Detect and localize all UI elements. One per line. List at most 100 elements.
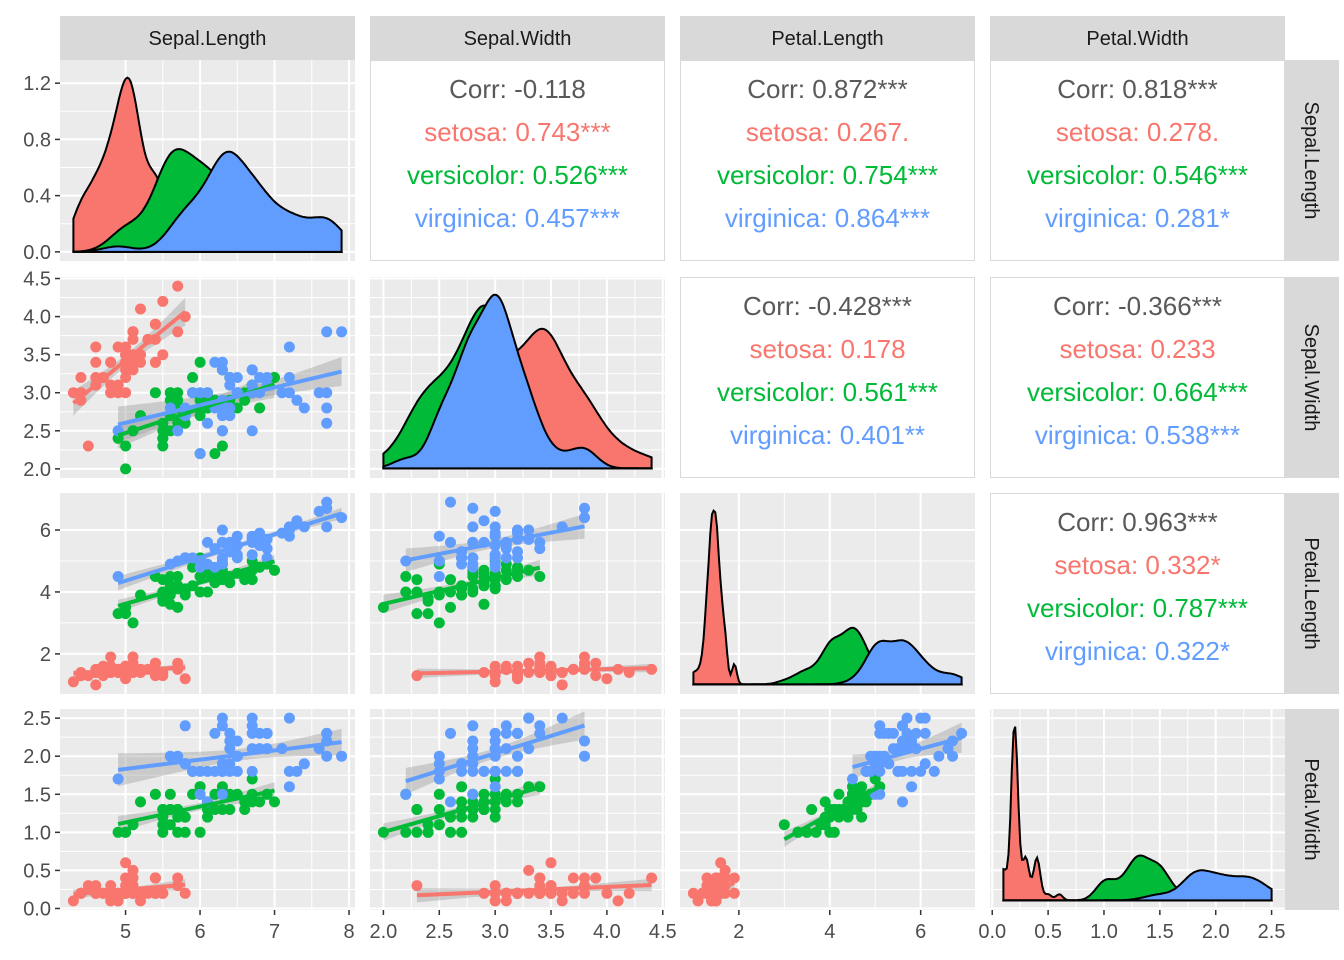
- point-virginica: [489, 521, 501, 533]
- point-virginica: [283, 781, 295, 793]
- panel-3-2: [680, 709, 975, 910]
- point-virginica: [874, 765, 886, 777]
- x-tick-label: 4.0: [593, 921, 621, 943]
- point-virginica: [887, 727, 899, 739]
- density-area-virginica: [72, 150, 343, 253]
- y-tick-label: 1.0: [23, 822, 51, 844]
- point-setosa: [579, 887, 590, 899]
- point-versicolor: [456, 826, 468, 838]
- point-versicolor: [489, 773, 501, 785]
- point-versicolor: [433, 617, 445, 629]
- point-virginica: [489, 561, 501, 573]
- point-versicolor: [411, 804, 423, 815]
- point-versicolor: [856, 781, 868, 793]
- point-setosa: [179, 887, 191, 899]
- point-setosa: [105, 387, 117, 399]
- point-setosa: [579, 651, 590, 663]
- point-versicolor: [239, 574, 251, 586]
- point-virginica: [433, 773, 445, 785]
- point-setosa: [82, 880, 94, 892]
- point-virginica: [456, 552, 468, 564]
- point-setosa: [590, 657, 602, 669]
- x-tick-label: 2.5: [425, 921, 453, 943]
- point-virginica: [216, 720, 228, 732]
- point-virginica: [291, 394, 303, 406]
- corr-virginica: virginica: 0.281*: [1045, 203, 1230, 233]
- corr-versicolor: versicolor: 0.526***: [407, 160, 628, 190]
- point-versicolor: [172, 826, 184, 838]
- regression-line-virginica: [117, 369, 343, 427]
- point-virginica: [445, 536, 456, 548]
- point-setosa: [715, 857, 727, 869]
- regression-line-setosa: [416, 882, 652, 898]
- point-versicolor: [833, 788, 845, 800]
- row-strip: [1285, 60, 1339, 261]
- point-setosa: [135, 303, 146, 315]
- point-versicolor: [157, 819, 169, 831]
- y-tick-label: 2.0: [23, 459, 51, 481]
- point-virginica: [164, 750, 176, 762]
- point-versicolor: [202, 567, 213, 579]
- point-versicolor: [445, 601, 456, 613]
- point-virginica: [919, 712, 931, 724]
- point-setosa: [556, 895, 568, 907]
- column-strip-label: Sepal.Width: [464, 28, 572, 50]
- point-virginica: [534, 727, 546, 739]
- point-virginica: [202, 536, 213, 548]
- row-strip-label: Petal.Width: [1300, 758, 1322, 860]
- point-virginica: [246, 720, 258, 732]
- point-setosa: [120, 364, 132, 376]
- point-setosa: [179, 673, 191, 685]
- point-virginica: [906, 765, 918, 777]
- x-tick-label: 3.5: [537, 921, 565, 943]
- point-virginica: [456, 765, 468, 777]
- corr-versicolor: versicolor: 0.546***: [1027, 160, 1248, 190]
- corr-virginica: virginica: 0.864***: [725, 203, 930, 233]
- point-setosa: [157, 349, 169, 361]
- point-versicolor: [489, 580, 501, 592]
- y-tick-label: 4: [40, 582, 51, 604]
- corr-overall: Corr: 0.818***: [1057, 74, 1217, 104]
- point-virginica: [467, 561, 479, 573]
- point-versicolor: [254, 796, 266, 808]
- corr-versicolor: versicolor: 0.664***: [1027, 377, 1248, 407]
- point-virginica: [209, 356, 221, 368]
- corr-virginica: virginica: 0.401**: [730, 420, 925, 450]
- point-versicolor: [810, 826, 822, 838]
- point-versicolor: [534, 571, 546, 582]
- point-virginica: [246, 727, 258, 739]
- point-virginica: [216, 410, 228, 422]
- point-virginica: [878, 727, 890, 739]
- point-versicolor: [489, 811, 501, 823]
- y-tick-label: 0.4: [23, 186, 51, 208]
- point-versicolor: [456, 589, 468, 601]
- y-tick-label: 2.0: [23, 746, 51, 768]
- point-setosa: [127, 326, 139, 338]
- point-setosa: [120, 387, 132, 399]
- corr-overall: Corr: 0.872***: [747, 74, 907, 104]
- point-setosa: [120, 372, 132, 383]
- point-setosa: [545, 670, 557, 682]
- point-virginica: [246, 379, 258, 391]
- point-virginica: [224, 735, 236, 747]
- point-virginica: [179, 720, 191, 732]
- corr-panel-border: [680, 60, 975, 261]
- point-versicolor: [239, 804, 251, 815]
- column-strip: [990, 16, 1285, 60]
- point-virginica: [246, 425, 258, 437]
- point-setosa: [75, 372, 87, 383]
- point-virginica: [500, 552, 512, 564]
- y-tick-label: 3.5: [23, 345, 51, 367]
- x-tick-label: 8: [343, 921, 354, 943]
- point-versicolor: [422, 826, 434, 838]
- x-tick-label: 0.5: [1034, 921, 1062, 943]
- point-setosa: [105, 880, 117, 892]
- point-setosa: [127, 356, 139, 368]
- point-virginica: [336, 750, 348, 762]
- point-versicolor: [254, 402, 266, 414]
- x-tick-label: 2.5: [1258, 921, 1286, 943]
- point-setosa: [127, 864, 139, 876]
- point-virginica: [224, 372, 236, 383]
- point-virginica: [283, 530, 295, 542]
